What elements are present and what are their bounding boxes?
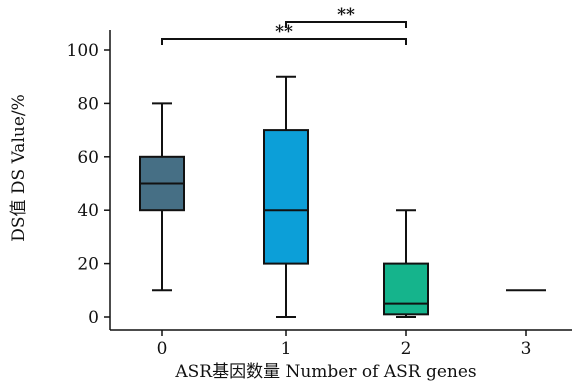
x-axis-title: ASR基因数量 Number of ASR genes [174, 362, 476, 382]
iqr-box [263, 129, 309, 265]
x-tick-label: 0 [157, 339, 168, 359]
y-tick-label: 0 [88, 308, 99, 328]
box-group-0 [139, 102, 185, 292]
y-tick-label: 80 [77, 94, 99, 114]
y-tick-label: 40 [77, 201, 99, 221]
x-tick-label: 1 [281, 339, 292, 359]
y-tick-label: 100 [67, 41, 99, 61]
x-tick-label: 3 [521, 339, 532, 359]
box-group-1 [263, 75, 309, 318]
significance-bracket [161, 38, 407, 45]
significance-brackets: ** ** [161, 5, 407, 45]
y-axis-title: DS值 DS Value/% [9, 94, 29, 242]
axes [109, 30, 572, 331]
box-group-2 [383, 209, 429, 318]
x-tick-label: 2 [401, 339, 412, 359]
significance-label: ** [275, 22, 293, 42]
x-ticks: 0 1 2 3 [157, 330, 532, 359]
y-ticks: 0 20 40 60 80 100 [67, 41, 110, 328]
significance-bracket [285, 21, 407, 28]
iqr-box [383, 262, 429, 316]
significance-label: ** [337, 5, 355, 25]
y-tick-label: 60 [77, 148, 99, 168]
y-tick-label: 20 [77, 255, 99, 275]
boxes [139, 75, 546, 318]
